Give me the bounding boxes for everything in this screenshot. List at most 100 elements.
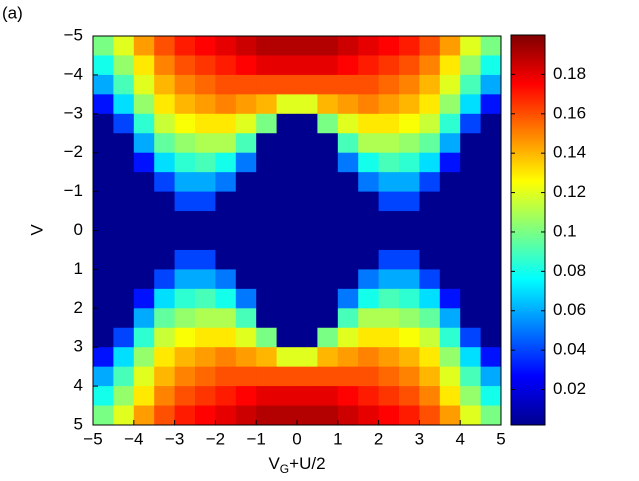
heat-cell bbox=[256, 366, 278, 387]
heat-cell bbox=[480, 172, 502, 193]
heat-cell bbox=[113, 94, 135, 115]
heat-cell bbox=[235, 405, 257, 426]
heat-cell bbox=[195, 386, 216, 407]
heat-cell bbox=[317, 113, 339, 134]
heat-cell bbox=[174, 405, 196, 426]
heat-cell bbox=[154, 74, 176, 95]
heat-cell bbox=[93, 308, 114, 329]
heat-cell bbox=[113, 347, 135, 368]
heat-cell bbox=[256, 133, 278, 154]
heat-cell bbox=[439, 133, 461, 154]
heat-cell bbox=[399, 230, 420, 251]
heat-cell bbox=[297, 94, 318, 115]
heat-cell bbox=[439, 211, 461, 231]
heat-cell bbox=[337, 269, 359, 290]
heat-cell bbox=[297, 55, 318, 76]
heat-cell bbox=[439, 308, 461, 329]
heat-cell bbox=[460, 386, 482, 407]
heat-cell bbox=[480, 113, 502, 134]
heat-cell bbox=[480, 211, 502, 231]
heat-cell bbox=[235, 211, 257, 231]
heat-cell bbox=[113, 133, 135, 154]
heat-cell bbox=[256, 74, 278, 95]
heat-cell bbox=[460, 133, 482, 154]
heat-cell bbox=[399, 36, 420, 56]
x-tick-label: 3 bbox=[415, 429, 424, 448]
heat-cell bbox=[133, 36, 155, 56]
y-tick-label: −3 bbox=[64, 103, 83, 122]
heat-cell bbox=[297, 386, 318, 407]
heat-cell bbox=[235, 249, 257, 270]
heat-cell bbox=[358, 386, 380, 407]
heat-cell bbox=[174, 152, 196, 173]
heat-cell bbox=[317, 386, 339, 407]
heat-cell bbox=[215, 308, 237, 329]
heat-cell bbox=[358, 308, 380, 329]
heat-cell bbox=[235, 230, 257, 251]
heat-cell bbox=[460, 249, 482, 270]
heat-cell bbox=[439, 94, 461, 115]
colorbar-tick-label: 0.1 bbox=[553, 221, 577, 240]
heat-cell bbox=[256, 288, 278, 309]
heat-cell bbox=[439, 366, 461, 387]
heat-cell bbox=[419, 211, 441, 231]
heat-cell bbox=[174, 366, 196, 387]
heat-cell bbox=[154, 55, 176, 76]
heat-cell bbox=[133, 211, 155, 231]
heat-cell bbox=[215, 347, 237, 368]
heat-cell bbox=[133, 366, 155, 387]
y-tick-label: 3 bbox=[74, 337, 83, 356]
heat-cell bbox=[215, 405, 237, 426]
heat-cell bbox=[337, 191, 359, 212]
heat-cell bbox=[154, 36, 176, 56]
heat-cell bbox=[276, 308, 298, 329]
heat-cell bbox=[358, 269, 380, 290]
heat-cell bbox=[235, 269, 257, 290]
heat-cell bbox=[480, 249, 502, 270]
heat-cell bbox=[358, 113, 380, 134]
heat-cell bbox=[399, 55, 420, 76]
heat-cell bbox=[113, 230, 135, 251]
heat-cell bbox=[174, 133, 196, 154]
heat-cell bbox=[195, 36, 216, 56]
heat-cell bbox=[195, 347, 216, 368]
heat-cell bbox=[195, 172, 216, 193]
heat-cell bbox=[378, 94, 400, 115]
colorbar bbox=[511, 35, 545, 425]
heat-cell bbox=[235, 386, 257, 407]
heat-cell bbox=[358, 74, 380, 95]
y-tick-label: −1 bbox=[64, 181, 83, 200]
heat-cell bbox=[439, 249, 461, 270]
colorbar-tick-label: 0.18 bbox=[553, 64, 586, 83]
heat-cell bbox=[154, 211, 176, 231]
heat-cell bbox=[297, 133, 318, 154]
heat-cell bbox=[195, 211, 216, 231]
heat-cell bbox=[460, 308, 482, 329]
heat-cell bbox=[235, 288, 257, 309]
heat-cell bbox=[235, 327, 257, 348]
heat-cell bbox=[419, 288, 441, 309]
heat-cell bbox=[276, 133, 298, 154]
heat-cell bbox=[235, 172, 257, 193]
heat-cell bbox=[195, 308, 216, 329]
heat-cell bbox=[256, 386, 278, 407]
heat-cell bbox=[113, 211, 135, 231]
heat-cell bbox=[113, 405, 135, 426]
heat-cell bbox=[276, 230, 298, 251]
heat-cell bbox=[317, 308, 339, 329]
heat-cell bbox=[174, 347, 196, 368]
colorbar-tick-label: 0.12 bbox=[553, 182, 586, 201]
heat-cell bbox=[419, 152, 441, 173]
heat-cell bbox=[399, 191, 420, 212]
heat-cell bbox=[460, 347, 482, 368]
heat-cell bbox=[480, 405, 502, 426]
heat-cell bbox=[215, 74, 237, 95]
heat-cell bbox=[256, 405, 278, 426]
heat-cell bbox=[215, 94, 237, 115]
heat-cell bbox=[460, 269, 482, 290]
colorbar-frame bbox=[510, 34, 546, 426]
heat-cell bbox=[378, 230, 400, 251]
heat-cell bbox=[337, 113, 359, 134]
heat-cell bbox=[195, 366, 216, 387]
heat-cell bbox=[113, 191, 135, 212]
